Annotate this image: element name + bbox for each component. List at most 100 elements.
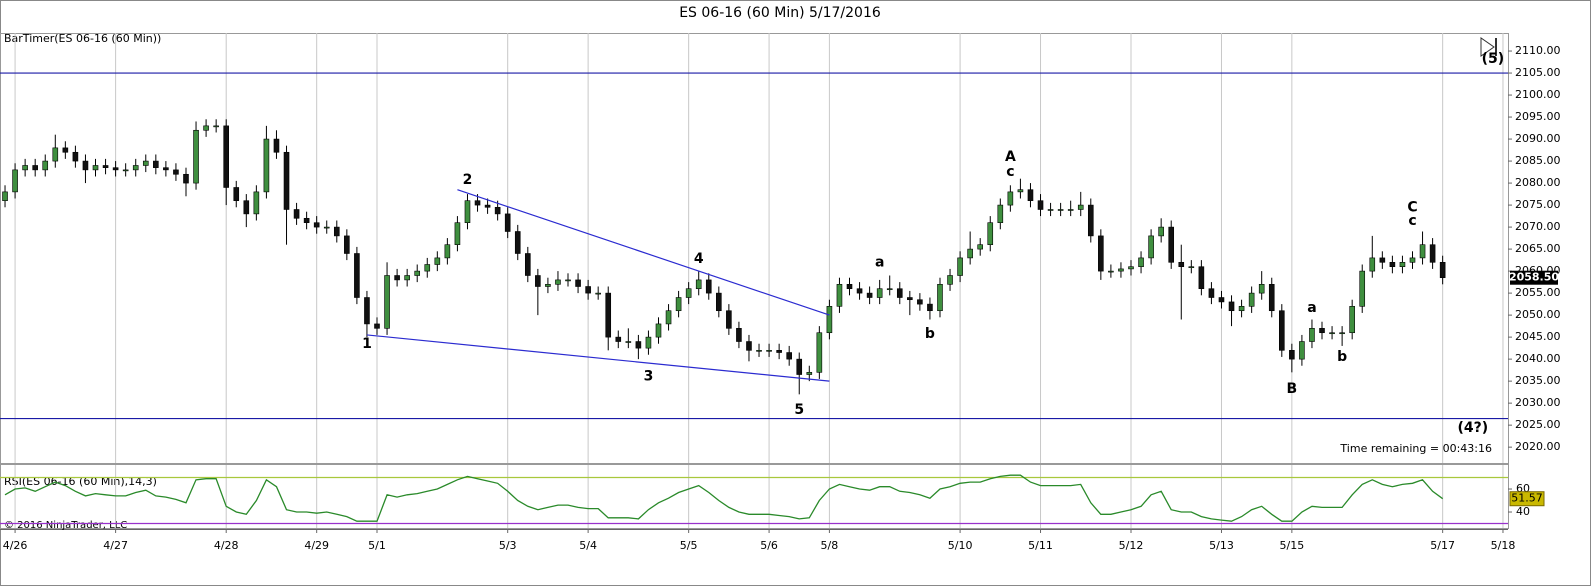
candle-body: [1439, 262, 1446, 279]
candle-body: [665, 310, 672, 325]
rsi-marker-label: 51.57: [1511, 492, 1543, 505]
x-tick-label: 4/27: [103, 539, 128, 552]
candle-body: [132, 165, 139, 171]
wave-label: c: [1408, 213, 1416, 229]
y-tick-label: 2085.00: [1515, 154, 1561, 167]
candle-body: [2, 191, 8, 201]
candle-body: [977, 244, 984, 250]
x-tick-label: 4/29: [304, 539, 329, 552]
candle-body: [836, 284, 843, 307]
rsi-marker: [1509, 491, 1545, 507]
candle-body: [122, 169, 129, 172]
y-tick-label: 2030.00: [1515, 396, 1561, 409]
candle-body: [1399, 262, 1406, 268]
candle-body: [695, 279, 702, 290]
playback-icon[interactable]: [1480, 37, 1497, 57]
candle-body: [233, 187, 240, 201]
candle-body: [957, 257, 963, 276]
candle-body: [263, 138, 270, 193]
y-tick-label: 2095.00: [1515, 110, 1561, 123]
candle-body: [1218, 297, 1225, 303]
candle-body: [394, 275, 400, 281]
y-tick-label: 2045.00: [1515, 330, 1561, 343]
copyright: © 2016 NinjaTrader, LLC: [4, 520, 127, 531]
wave-label: 4: [694, 251, 704, 267]
x-tick-label: 5/4: [579, 539, 597, 552]
candle-body: [1007, 191, 1014, 206]
wave-label: b: [1337, 349, 1347, 365]
candle-body: [1389, 262, 1396, 268]
candle-body: [625, 341, 632, 343]
candle-body: [947, 275, 953, 285]
candle-body: [1057, 209, 1064, 211]
candle-body: [716, 292, 722, 312]
candle-body: [1319, 328, 1325, 334]
y-tick-label: 2100.00: [1515, 88, 1561, 101]
x-tick-label: 4/26: [3, 539, 28, 552]
candle-body: [1289, 350, 1295, 360]
x-tick-label: 5/1: [368, 539, 386, 552]
candle-body: [1017, 189, 1024, 193]
candle-body: [685, 288, 692, 298]
x-tick-label: 5/8: [821, 539, 839, 552]
candle-body: [52, 147, 59, 162]
candle-body: [213, 125, 219, 128]
candle-body: [987, 222, 994, 245]
y-tick-label: 2070.00: [1515, 220, 1561, 233]
candle-body: [746, 341, 752, 351]
x-tick-label: 5/17: [1430, 539, 1455, 552]
wave-label: a: [1307, 300, 1316, 316]
rsi-label: RSI(ES 06-16 (60 Min),14,3): [4, 475, 157, 488]
candle-body: [424, 264, 431, 272]
wave-label: 5: [794, 402, 804, 418]
x-tick-label: 5/11: [1028, 539, 1053, 552]
candle-body: [1429, 244, 1436, 263]
y-tick-label: 2090.00: [1515, 132, 1561, 145]
candle-body: [1118, 268, 1124, 272]
candle-body: [605, 292, 612, 338]
wave-label: a: [875, 254, 884, 270]
play-triangle[interactable]: [1480, 37, 1495, 57]
x-tick-label: 5/15: [1280, 539, 1305, 552]
candle-body: [635, 341, 642, 349]
candle-body: [585, 286, 591, 294]
candle-body: [1098, 235, 1104, 272]
candle-body: [313, 222, 320, 228]
trendline: [366, 334, 830, 382]
candle-body: [1188, 266, 1195, 269]
candle-body: [736, 328, 742, 342]
candle-body: [354, 253, 360, 298]
chart-title: ES 06-16 (60 Min) 5/17/2016: [679, 5, 881, 21]
candle-body: [323, 226, 330, 229]
wave-label: 2: [463, 172, 473, 188]
price-marker: [1510, 270, 1558, 285]
candle-body: [1037, 200, 1044, 210]
candle-body: [1148, 235, 1154, 259]
candle-body: [705, 279, 712, 294]
candle-body: [153, 160, 159, 168]
candle-body: [907, 297, 913, 301]
candle-body: [1047, 209, 1054, 211]
candle-body: [32, 165, 38, 171]
candle-body: [344, 235, 350, 254]
candle-body: [776, 350, 782, 353]
candle-body: [726, 310, 732, 329]
timer-text: Time remaining = 00:43:16: [1339, 442, 1492, 455]
rsi-y-tick-label: 40: [1516, 505, 1530, 518]
candle-body: [1208, 288, 1215, 298]
candle-body: [62, 147, 69, 153]
candle-body: [1349, 306, 1355, 334]
candle-body: [1138, 257, 1144, 268]
candle-body: [273, 138, 280, 153]
rsi-panel: [0, 464, 1509, 529]
candle-body: [1238, 306, 1245, 312]
y-tick-label: 2065.00: [1515, 242, 1561, 255]
candle-body: [766, 350, 772, 352]
candle-body: [545, 284, 551, 287]
candle-body: [1329, 332, 1335, 335]
x-tick-label: 5/18: [1491, 539, 1516, 552]
y-tick-label: 2020.00: [1515, 440, 1561, 453]
candle-body: [1309, 328, 1315, 342]
